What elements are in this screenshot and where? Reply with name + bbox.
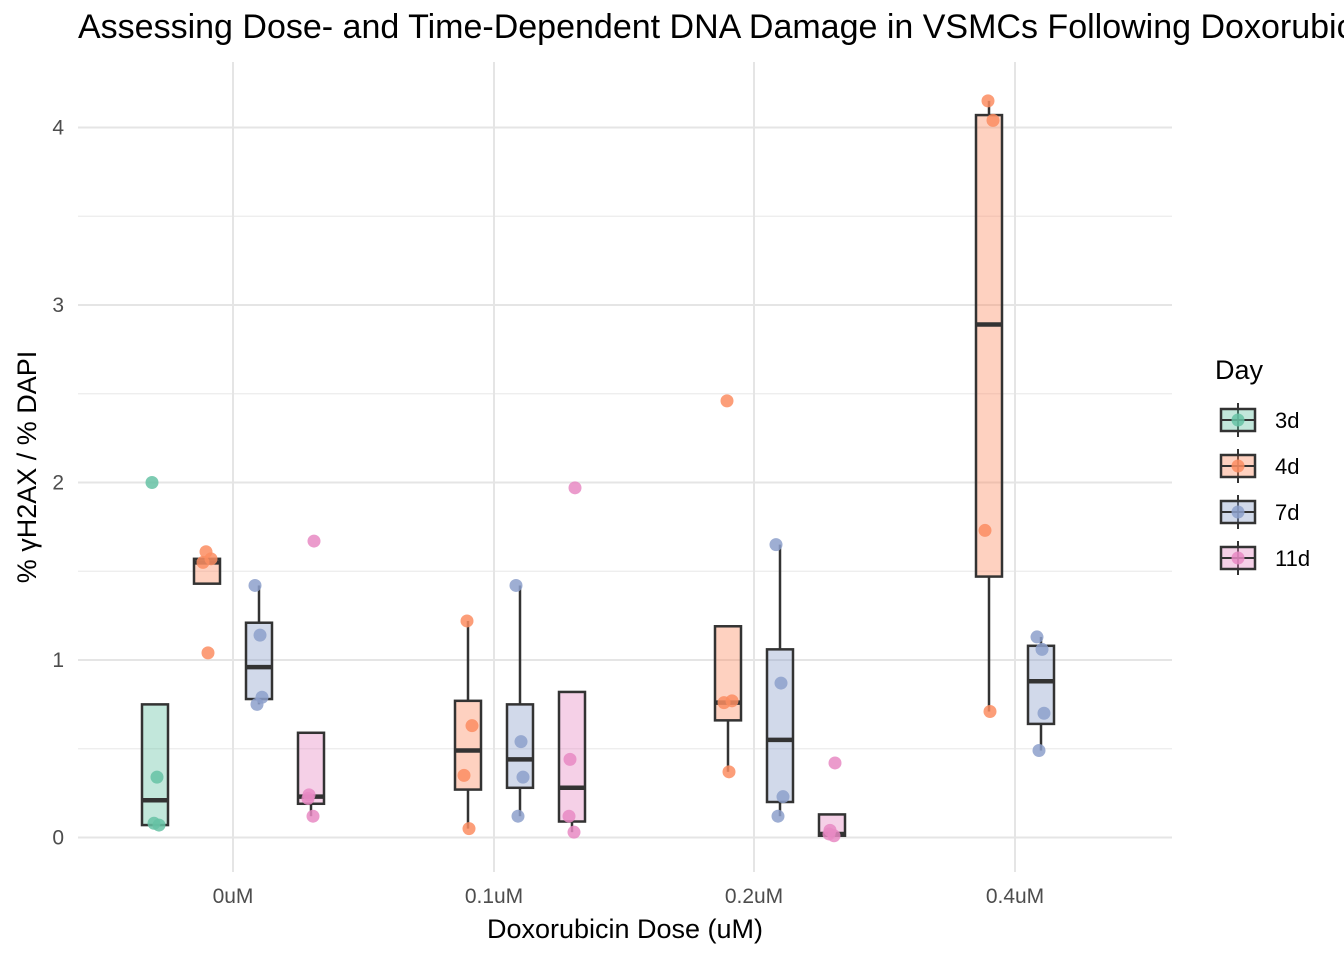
data-point (196, 555, 210, 569)
x-tick-label: 0.2uM (725, 885, 783, 908)
data-point (306, 809, 320, 823)
legend-key-point (1231, 413, 1245, 427)
y-tick-label: 1 (52, 649, 64, 672)
box-3d-0uM (140, 703, 170, 827)
data-point (152, 818, 166, 832)
data-point (457, 768, 471, 782)
data-point (1032, 744, 1046, 758)
x-tick-label: 0.1uM (465, 885, 523, 908)
axes: 0 1 2 3 4 0uM 0.1uM 0.2uM 0.4uM (52, 117, 1044, 909)
y-tick-label: 0 (52, 827, 64, 850)
data-point (983, 704, 997, 718)
data-point (465, 719, 479, 733)
data-point (248, 578, 262, 592)
x-axis-title: Doxorubicin Dose (uM) (487, 914, 763, 944)
y-tick-label: 2 (52, 472, 64, 495)
data-point (771, 809, 785, 823)
data-point (776, 790, 790, 804)
data-point (827, 829, 841, 843)
data-point (563, 752, 577, 766)
data-point (301, 791, 315, 805)
legend-title: Day (1215, 355, 1264, 385)
data-point (828, 756, 842, 770)
data-point (307, 534, 321, 548)
y-tick-label: 4 (52, 117, 64, 140)
data-point (774, 676, 788, 690)
data-point (1037, 706, 1051, 720)
legend-label-11d: 11d (1275, 546, 1310, 571)
data-point (978, 523, 992, 537)
box-7d-0.2uM (765, 648, 795, 804)
data-point (562, 809, 576, 823)
legend-key-point (1231, 551, 1245, 565)
data-point (568, 481, 582, 495)
chart-marks (140, 94, 1056, 843)
grid-lines (78, 62, 1172, 872)
data-point (717, 696, 731, 710)
y-tick-label: 3 (52, 294, 64, 317)
data-point (722, 765, 736, 779)
data-point (509, 578, 523, 592)
data-point (462, 822, 476, 836)
data-point (150, 770, 164, 784)
legend-key-point (1231, 505, 1245, 519)
legend-label-7d: 7d (1275, 500, 1299, 525)
data-point (720, 394, 734, 408)
data-point (516, 770, 530, 784)
y-axis-title: % γH2AX / % DAPI (12, 351, 42, 584)
data-point (253, 628, 267, 642)
chart-title: Assessing Dose- and Time-Dependent DNA D… (78, 8, 1344, 46)
data-point (511, 809, 525, 823)
legend-label-4d: 4d (1275, 454, 1299, 479)
data-point (514, 735, 528, 749)
data-point (567, 825, 581, 839)
legend-label-3d: 3d (1275, 408, 1299, 433)
data-point (250, 697, 264, 711)
box-4d-0.4uM (974, 113, 1004, 578)
data-point (460, 614, 474, 628)
x-tick-label: 0.4uM (986, 885, 1044, 908)
data-point (201, 646, 215, 660)
data-point (1035, 642, 1049, 656)
legend: Day 3d 4d 7d 11d (1215, 355, 1310, 575)
data-point (145, 476, 159, 489)
data-point (981, 94, 995, 108)
data-point (769, 538, 783, 552)
legend-key-point (1231, 459, 1245, 473)
data-point (986, 113, 1000, 127)
x-tick-label: 0uM (213, 885, 254, 908)
data-point (1030, 630, 1044, 644)
